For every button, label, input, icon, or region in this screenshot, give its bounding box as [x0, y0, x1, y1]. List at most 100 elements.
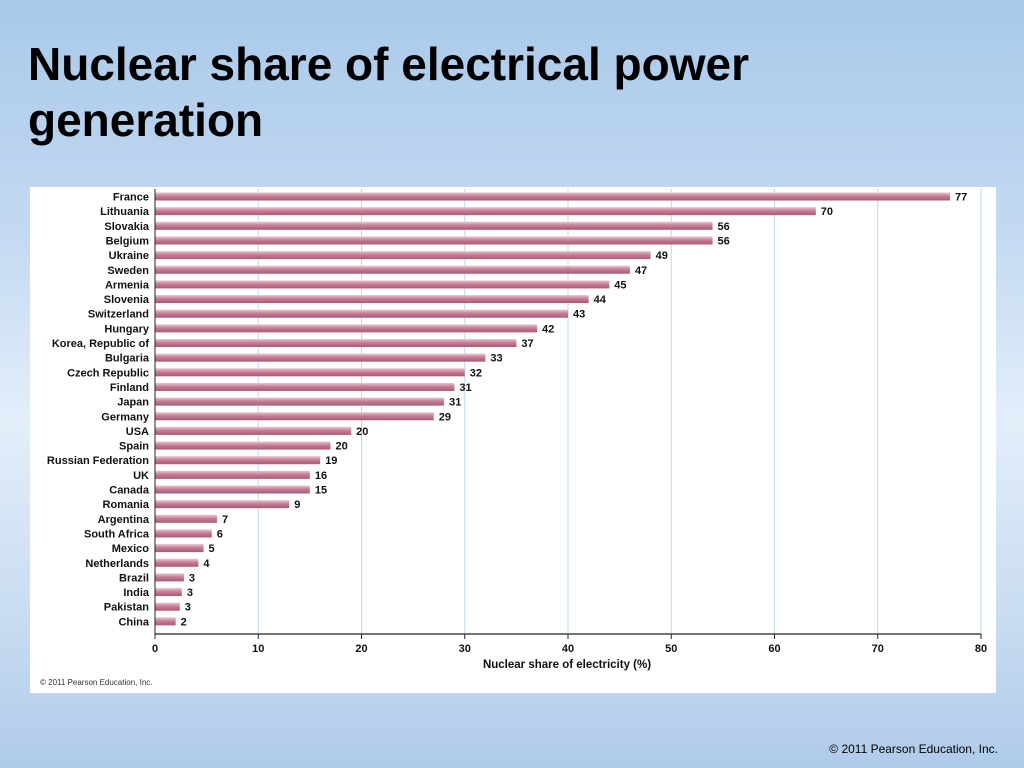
category-label: Sweden — [107, 265, 149, 277]
bar — [155, 280, 610, 289]
x-tick-label: 80 — [975, 643, 987, 655]
category-label: Ukraine — [109, 250, 149, 262]
category-label: Slovakia — [104, 221, 150, 233]
footer-copyright: © 2011 Pearson Education, Inc. — [829, 742, 998, 756]
bars — [155, 192, 951, 626]
value-label: 15 — [315, 485, 327, 497]
category-label: Hungary — [104, 323, 150, 335]
x-axis: 0 10 20 30 40 50 60 70 80 — [152, 189, 987, 655]
value-label: 32 — [470, 367, 482, 379]
value-label: 31 — [449, 397, 461, 409]
category-label: Belgium — [106, 235, 150, 247]
value-label: 3 — [187, 587, 193, 599]
bar — [155, 544, 204, 553]
bar — [155, 251, 651, 260]
bar — [155, 339, 517, 347]
bar — [155, 324, 538, 333]
x-tick-label: 50 — [665, 643, 677, 655]
category-label: Bulgaria — [105, 353, 150, 365]
value-label: 56 — [718, 221, 730, 233]
value-label: 20 — [356, 426, 368, 438]
slide-title: Nuclear share of electrical power genera… — [28, 38, 749, 146]
category-label: Armenia — [105, 279, 150, 291]
bar — [155, 309, 568, 318]
category-label: Lithuania — [100, 206, 150, 218]
value-label: 33 — [490, 353, 502, 365]
bar — [155, 558, 199, 567]
x-tick-label: 40 — [562, 643, 574, 655]
category-label: Netherlands — [85, 558, 149, 570]
bar — [155, 207, 816, 216]
value-label: 4 — [203, 558, 210, 570]
bar — [155, 353, 486, 362]
value-labels: 7770565649474544434237333231312920201916… — [181, 192, 968, 629]
category-label: Slovenia — [104, 294, 150, 306]
category-label: Czech Republic — [67, 367, 149, 379]
value-label: 5 — [209, 543, 215, 555]
bar — [155, 397, 445, 406]
value-label: 45 — [614, 279, 626, 291]
bar — [155, 192, 951, 201]
bar — [155, 514, 217, 523]
bar-chart: France Lithuania Slovakia Belgium Ukraine Swe… — [40, 189, 987, 687]
category-label: Finland — [110, 382, 149, 394]
bar — [155, 500, 290, 509]
value-label: 70 — [821, 206, 833, 218]
category-label: Spain — [119, 441, 149, 453]
value-label: 3 — [185, 602, 191, 614]
bar — [155, 295, 589, 304]
value-label: 29 — [439, 411, 451, 423]
value-label: 77 — [955, 192, 967, 204]
bar — [155, 441, 331, 450]
value-label: 2 — [181, 616, 187, 628]
value-label: 37 — [521, 338, 533, 350]
bar — [155, 221, 713, 230]
bar — [155, 529, 212, 538]
x-tick-label: 0 — [152, 643, 158, 655]
chart-panel: France Lithuania Slovakia Belgium Ukraine Swe… — [30, 187, 996, 693]
category-label: France — [113, 192, 149, 204]
category-label: Switzerland — [88, 309, 149, 321]
value-label: 9 — [294, 499, 300, 511]
bar — [155, 265, 630, 274]
x-tick-label: 70 — [872, 643, 884, 655]
bar — [155, 412, 434, 421]
x-tick-label: 30 — [459, 643, 471, 655]
x-tick-label: 60 — [768, 643, 780, 655]
value-label: 47 — [635, 265, 647, 277]
value-label: 20 — [336, 441, 348, 453]
category-label: Pakistan — [104, 602, 150, 614]
category-label: Japan — [117, 397, 149, 409]
value-label: 3 — [189, 572, 195, 584]
category-label: Germany — [101, 411, 150, 423]
value-label: 43 — [573, 309, 585, 321]
source-note: © 2011 Pearson Education, Inc. — [40, 678, 152, 687]
bar — [155, 382, 455, 391]
value-label: 16 — [315, 470, 327, 482]
bar — [155, 470, 310, 479]
gridlines — [257, 189, 982, 634]
category-label: UK — [133, 470, 149, 482]
value-label: 42 — [542, 323, 554, 335]
bar — [155, 368, 465, 377]
value-label: 19 — [325, 455, 337, 467]
bar — [155, 602, 180, 611]
value-label: 56 — [718, 235, 730, 247]
bar — [155, 426, 352, 435]
bar — [155, 573, 184, 582]
category-label: India — [123, 587, 150, 599]
value-label: 49 — [656, 250, 668, 262]
bar — [155, 617, 176, 626]
x-tick-label: 10 — [252, 643, 264, 655]
category-label: Argentina — [98, 514, 150, 526]
category-label: Canada — [109, 485, 150, 497]
category-label: Brazil — [119, 572, 149, 584]
bar — [155, 236, 713, 245]
value-label: 31 — [459, 382, 471, 394]
category-label: South Africa — [84, 528, 150, 540]
category-label: Russian Federation — [47, 455, 149, 467]
value-label: 44 — [594, 294, 607, 306]
value-label: 7 — [222, 514, 228, 526]
x-axis-label: Nuclear share of electricity (%) — [483, 659, 651, 671]
category-label: Korea, Republic of — [52, 338, 150, 350]
